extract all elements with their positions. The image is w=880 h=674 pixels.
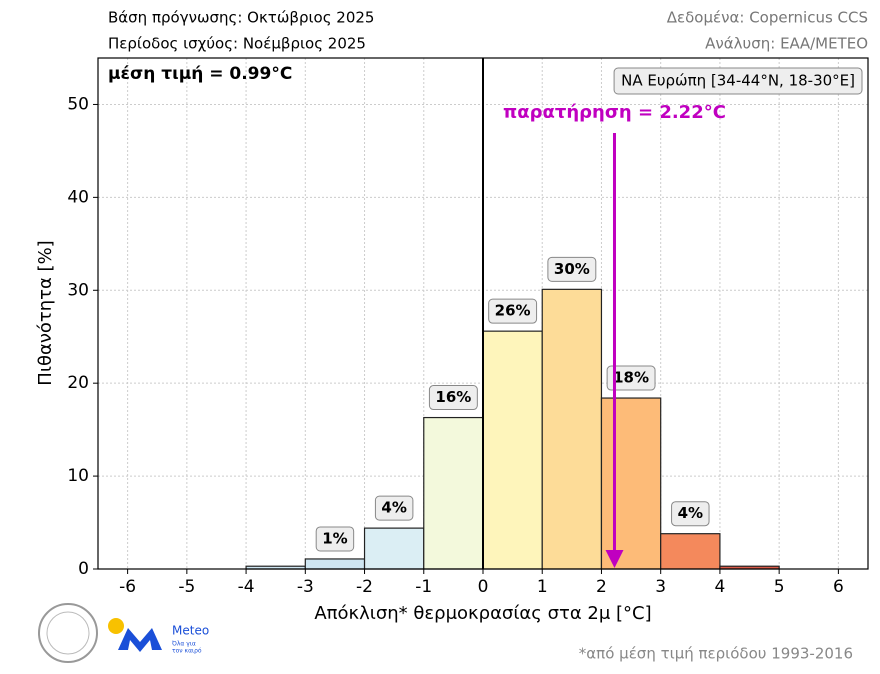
x-tick-label: 4: [715, 577, 726, 597]
bar: [541, 288, 603, 570]
x-tick-label: 3: [655, 577, 666, 597]
region-box-bg: [613, 67, 863, 95]
data-label-text: 18%: [613, 369, 649, 387]
data-label: 4%: [671, 501, 710, 527]
y-tick-label: 20: [67, 373, 89, 393]
data-label: 4%: [374, 495, 414, 521]
y-tick-label: 40: [67, 187, 89, 207]
x-tick-label: -6: [119, 577, 136, 597]
data-label-box: [315, 526, 355, 552]
y-tick-label: 0: [78, 559, 89, 579]
y-tick-label: 50: [67, 94, 89, 114]
x-tick-label: 0: [478, 577, 489, 597]
footnote: *από μέση τιμή περιόδου 1993-2016: [579, 645, 853, 663]
data-label: 30%: [547, 256, 597, 282]
data-label-text: 4%: [678, 504, 703, 522]
data-label: 18%: [606, 365, 656, 391]
data-label-box: [428, 385, 478, 411]
x-axis-label: Απόκλιση* θερμοκρασίας στα 2μ [°C]: [314, 603, 651, 624]
region-box: ΝΑ Ευρώπη [34-44°N, 18-30°E]: [613, 67, 863, 95]
data-label-box: [547, 256, 597, 282]
bar: [423, 416, 484, 570]
data-label: 26%: [488, 298, 538, 324]
y-tick-label: 10: [67, 466, 89, 486]
header-right: Δεδομένα: Copernicus CCS: [667, 9, 868, 27]
bar: [482, 330, 543, 570]
data-label-box: [671, 501, 710, 527]
header-left: Περίοδος ισχύος: Νοέμβριος 2025: [108, 35, 366, 53]
data-label-text: 1%: [322, 529, 347, 547]
x-tick-label: -2: [356, 577, 373, 597]
y-axis-label: Πιθανότητα [%]: [35, 240, 56, 385]
data-label-box: [606, 365, 656, 391]
data-label-box: [488, 298, 538, 324]
plot-frame: [97, 57, 869, 570]
logo-tagline: Όλα για: [171, 641, 196, 648]
bar: [363, 527, 425, 570]
x-tick-label: 2: [596, 577, 607, 597]
data-label-box: [374, 495, 414, 521]
y-tick-label: 30: [67, 280, 89, 300]
logo-tagline: τον καιρό: [172, 648, 202, 655]
header-left: Βάση πρόγνωσης: Οκτώβριος 2025: [108, 9, 374, 27]
x-tick-label: -4: [238, 577, 255, 597]
x-tick-label: 1: [537, 577, 548, 597]
region-label: ΝΑ Ευρώπη [34-44°N, 18-30°E]: [621, 72, 855, 90]
bar: [304, 558, 366, 570]
x-tick-label: -3: [297, 577, 314, 597]
observation-arrowhead: [605, 550, 624, 568]
x-tick-label: -5: [178, 577, 195, 597]
data-label: 16%: [428, 385, 478, 411]
data-label: 1%: [315, 526, 355, 552]
bar: [660, 533, 721, 570]
data-label-text: 4%: [381, 499, 406, 517]
x-tick-label: 6: [833, 577, 844, 597]
x-tick-label: -1: [415, 577, 432, 597]
observation-label: παρατήρηση = 2.22°C: [503, 102, 726, 123]
data-label-text: 30%: [554, 260, 590, 278]
header-right: Ανάλυση: ΕΑΑ/METEO: [705, 35, 868, 53]
mean-annotation: μέση τιμή = 0.99°C: [108, 64, 292, 84]
bar: [600, 397, 662, 570]
logo: Meteo Όλα για τον καιρό: [38, 603, 209, 663]
logo-name: Meteo: [172, 624, 209, 638]
data-label-text: 16%: [435, 388, 471, 406]
data-label-text: 26%: [495, 302, 531, 320]
x-tick-label: 5: [774, 577, 785, 597]
